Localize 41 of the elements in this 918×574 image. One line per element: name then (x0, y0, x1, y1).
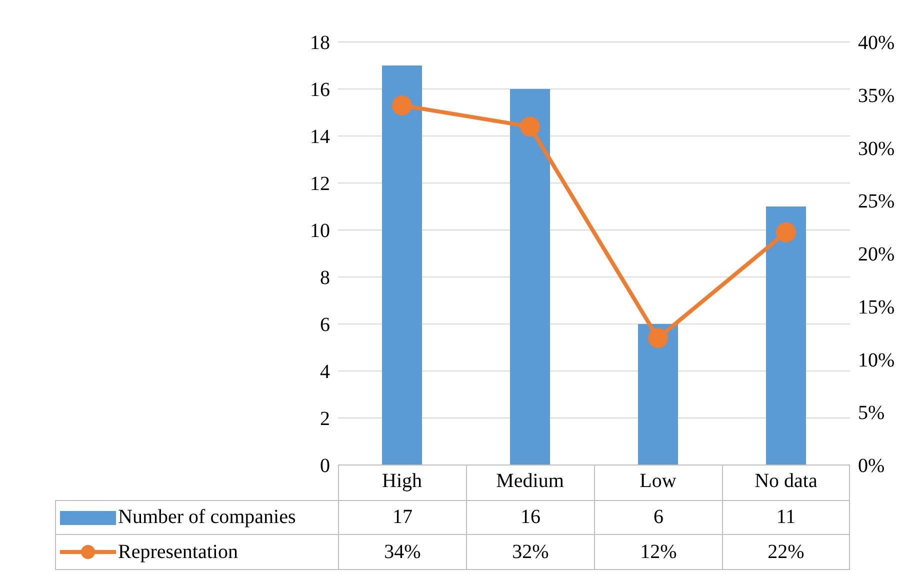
point (648, 328, 668, 348)
y2-tick-label: 15% (858, 296, 895, 318)
y-tick-label: 4 (320, 361, 330, 384)
data-label: 32% (466, 535, 594, 570)
bar (382, 66, 422, 465)
x-tick-label: No data (754, 470, 818, 492)
bar (638, 324, 678, 465)
x-tick-label: Medium (496, 470, 564, 492)
y2-tick-label: 0% (858, 455, 885, 478)
data-label: 17 (338, 500, 466, 535)
y-tick-label: 0 (320, 455, 330, 478)
y2-tick-label: 20% (858, 244, 895, 266)
y-tick-label: 10 (310, 220, 330, 242)
legend-label: Representation (118, 540, 238, 564)
y-tick-label: 6 (320, 314, 330, 336)
y2-tick-label: 30% (858, 138, 895, 160)
data-label: 11 (722, 500, 850, 535)
data-label: 16 (466, 500, 594, 535)
y2-tick-label: 35% (858, 84, 895, 107)
y2-tick-label: 40% (858, 32, 895, 54)
x-tick-label: High (382, 470, 422, 492)
y-tick-label: 14 (310, 126, 330, 148)
data-label: 34% (338, 535, 466, 570)
point (392, 95, 412, 116)
y2-tick-label: 5% (858, 402, 885, 424)
y-tick-label: 8 (320, 267, 330, 290)
data-label: 22% (722, 535, 850, 570)
y2-tick-label: 25% (858, 190, 895, 213)
y-tick-label: 12 (310, 173, 330, 196)
y-tick-label: 2 (320, 408, 330, 430)
bar (510, 89, 550, 465)
legend-label: Number of companies (118, 506, 296, 529)
point (776, 222, 796, 242)
x-tick-label: Low (640, 470, 677, 492)
y-tick-label: 16 (310, 79, 330, 102)
y2-tick-label: 10% (858, 349, 895, 372)
point (520, 116, 540, 137)
data-label: 12% (594, 535, 722, 570)
y-tick-label: 18 (310, 32, 330, 54)
data-label: 6 (594, 500, 722, 535)
bar (766, 206, 806, 465)
